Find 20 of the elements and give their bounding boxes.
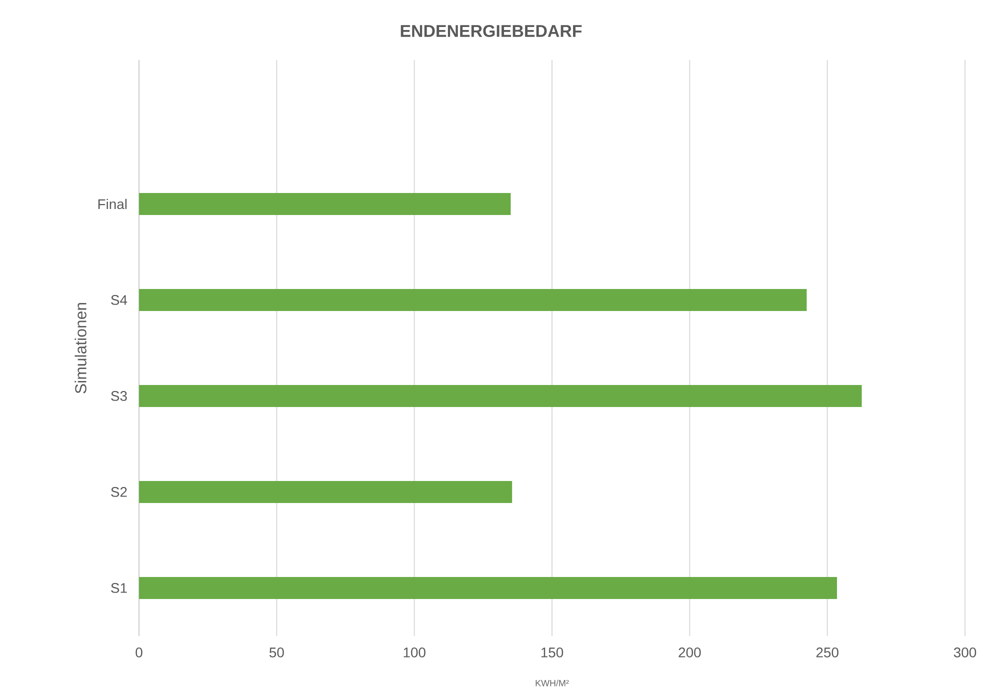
bar (139, 192, 511, 215)
y-tick-label: S1 (111, 583, 127, 593)
x-tick-label: 200 (678, 648, 701, 658)
bar (139, 576, 837, 599)
y-tick-label: S2 (111, 487, 127, 497)
bar (139, 480, 512, 503)
y-tick-label: S3 (111, 391, 127, 401)
x-tick-label: 150 (541, 648, 564, 658)
x-tick-label: 100 (404, 648, 426, 658)
y-tick-label: S4 (111, 295, 128, 305)
bar (139, 288, 807, 311)
x-tick-label: 0 (136, 648, 142, 658)
x-tick-label: 300 (954, 648, 976, 658)
bar (139, 384, 862, 407)
chart-title: ENDENERGIEBEDARF (400, 24, 582, 37)
x-tick-label: 50 (269, 648, 284, 658)
x-tick-label: 250 (816, 648, 838, 658)
x-axis-title: KWH/M² (536, 680, 569, 686)
y-tick-label: Final (98, 198, 127, 210)
y-axis-title: Simulationen (74, 302, 86, 394)
